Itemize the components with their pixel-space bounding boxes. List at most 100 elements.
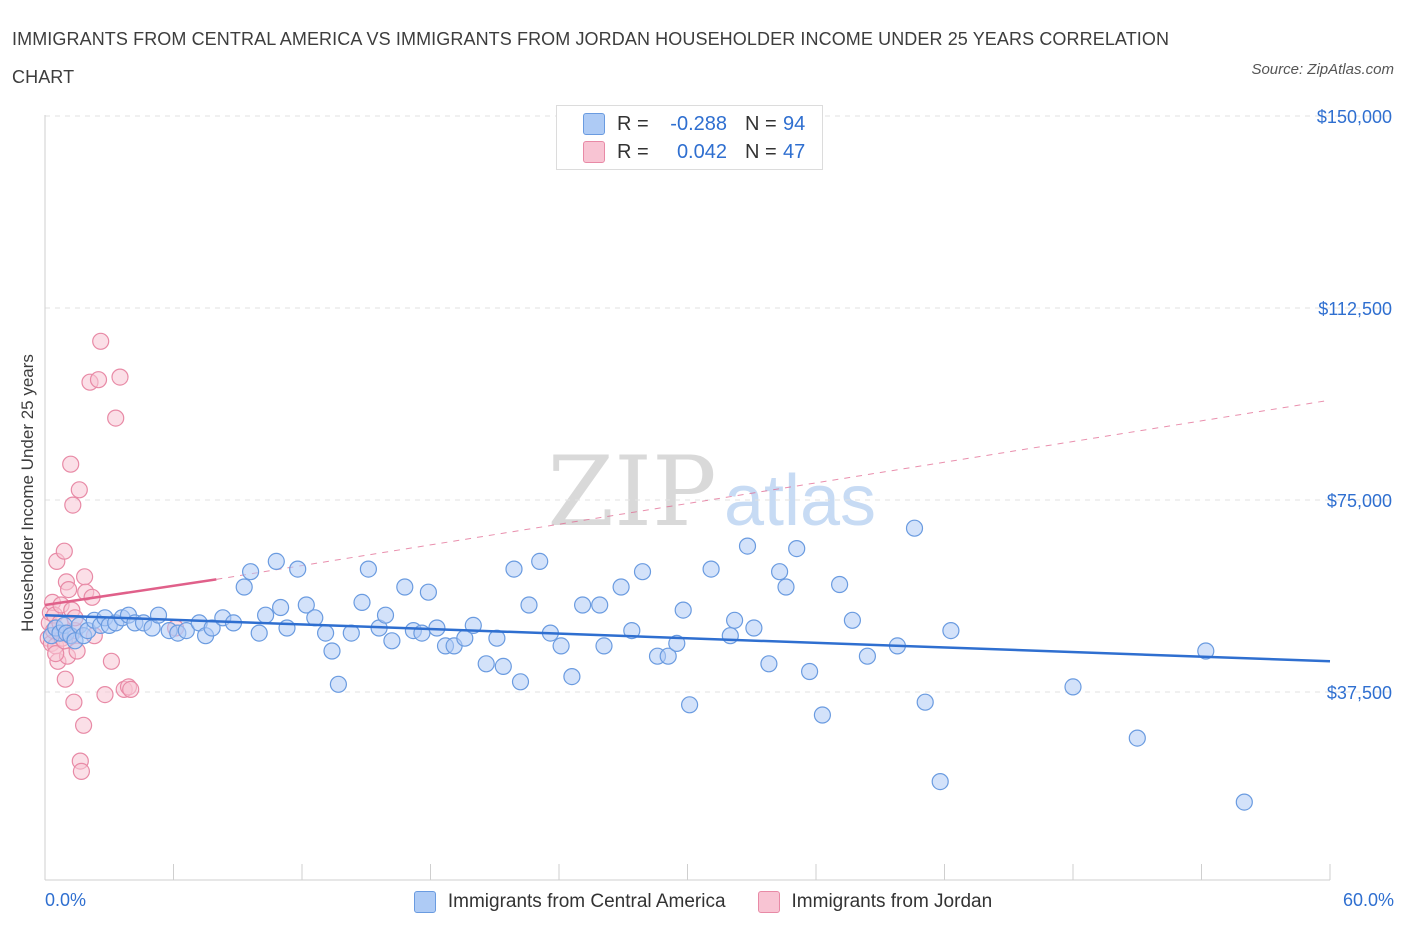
point-central-america (800, 662, 819, 681)
legend-swatch-jordan (583, 141, 605, 163)
watermark: ZIP atlas (547, 436, 876, 548)
trend-dashed (216, 399, 1331, 580)
point-central-america (595, 637, 613, 655)
series-legend: Immigrants from Central America Immigran… (0, 888, 1406, 916)
point-central-america (323, 642, 341, 660)
y-tick-label: $150,000 (1317, 107, 1392, 127)
point-central-america (149, 606, 168, 624)
r-label: R = (617, 140, 649, 163)
series-swatch-jordan (757, 891, 780, 913)
data-points (39, 332, 1253, 811)
point-central-america (760, 655, 778, 673)
grid-lines (45, 115, 1392, 693)
point-jordan (64, 496, 82, 514)
point-central-america (272, 598, 290, 617)
point-central-america (278, 619, 296, 637)
point-central-america (563, 667, 581, 686)
point-jordan (59, 580, 78, 599)
point-central-america (383, 632, 401, 650)
point-central-america (177, 621, 195, 640)
n-label: N = (745, 140, 777, 163)
trend-line-jordan (44, 578, 217, 607)
point-central-america (329, 675, 347, 693)
r-value: -0.288 (670, 112, 727, 135)
point-jordan (72, 762, 91, 781)
series-legend-central-america[interactable]: Immigrants from Central America (413, 891, 726, 913)
point-jordan (55, 542, 73, 560)
point-central-america (531, 552, 549, 571)
series-swatch-central-america (413, 891, 436, 913)
trend-extension-jordan (216, 399, 1331, 580)
n-value: 94 (783, 112, 806, 135)
point-central-america (674, 601, 692, 619)
point-central-america (511, 673, 530, 691)
point-central-america (317, 624, 335, 642)
point-jordan (74, 716, 93, 734)
point-central-america (612, 578, 630, 596)
point-central-america (359, 560, 377, 578)
stats-legend: R = -0.288 N = 94 R = 0.042 N = 47 (556, 105, 823, 170)
point-central-america (306, 609, 324, 627)
n-value: 47 (783, 140, 806, 163)
series-label-jordan: Immigrants from Jordan (791, 891, 993, 912)
y-tick-label: $112,500 (1318, 299, 1392, 319)
point-central-america (843, 611, 862, 629)
point-central-america (591, 596, 609, 614)
stats-legend-row-central-america: R = -0.288 N = 94 (583, 110, 805, 138)
point-central-america (353, 593, 371, 612)
point-central-america (250, 624, 268, 642)
trend-lines (44, 578, 1331, 663)
point-central-america (659, 647, 677, 665)
point-central-america (721, 627, 739, 645)
series-legend-jordan[interactable]: Immigrants from Jordan (757, 891, 993, 913)
point-central-america (1235, 793, 1253, 811)
point-jordan (96, 685, 114, 704)
point-central-america (235, 578, 253, 596)
point-central-america (242, 563, 260, 581)
point-central-america (257, 606, 275, 624)
series-label-central-america: Immigrants from Central America (447, 891, 726, 912)
point-central-america (770, 563, 789, 581)
point-central-america (813, 706, 832, 724)
point-central-america (633, 563, 652, 581)
point-central-america (777, 578, 795, 596)
point-central-america (573, 596, 592, 614)
point-central-america (297, 596, 315, 614)
point-central-america (552, 637, 570, 655)
point-central-america (702, 560, 720, 578)
point-jordan (92, 332, 110, 350)
point-central-america (916, 693, 934, 711)
point-central-america (289, 560, 307, 578)
point-central-america (738, 537, 757, 555)
y-tick-labels: $37,500 $75,000 $112,500 $150,000 (1317, 107, 1392, 703)
n-label: N = (745, 112, 777, 135)
point-jordan (47, 644, 65, 663)
point-jordan (122, 680, 140, 699)
point-jordan (89, 371, 108, 389)
point-jordan (107, 409, 125, 427)
legend-swatch-central-america (583, 113, 605, 135)
point-central-america (520, 596, 538, 614)
point-jordan (111, 368, 129, 386)
point-central-america (1128, 729, 1146, 747)
y-tick-label: $37,500 (1327, 683, 1392, 703)
point-central-america (477, 655, 495, 673)
point-central-america (905, 519, 924, 537)
point-central-america (788, 539, 806, 558)
point-central-america (419, 583, 437, 601)
point-central-america (680, 696, 699, 714)
y-tick-label: $75,000 (1327, 491, 1392, 511)
point-jordan (56, 670, 74, 688)
watermark-zip: ZIP (547, 436, 716, 548)
point-central-america (623, 621, 641, 640)
point-central-america (494, 657, 512, 676)
point-central-america (931, 772, 949, 791)
point-central-america (505, 560, 523, 578)
chart-title: IMMIGRANTS FROM CENTRAL AMERICA VS IMMIG… (12, 29, 1170, 87)
x-tick-label-min: 0.0% (45, 890, 87, 910)
point-central-america (376, 606, 395, 624)
stats-legend-row-jordan: R = 0.042 N = 47 (583, 138, 805, 166)
r-value: 0.042 (676, 140, 727, 163)
point-central-america (668, 634, 686, 653)
point-central-america (1064, 678, 1082, 696)
